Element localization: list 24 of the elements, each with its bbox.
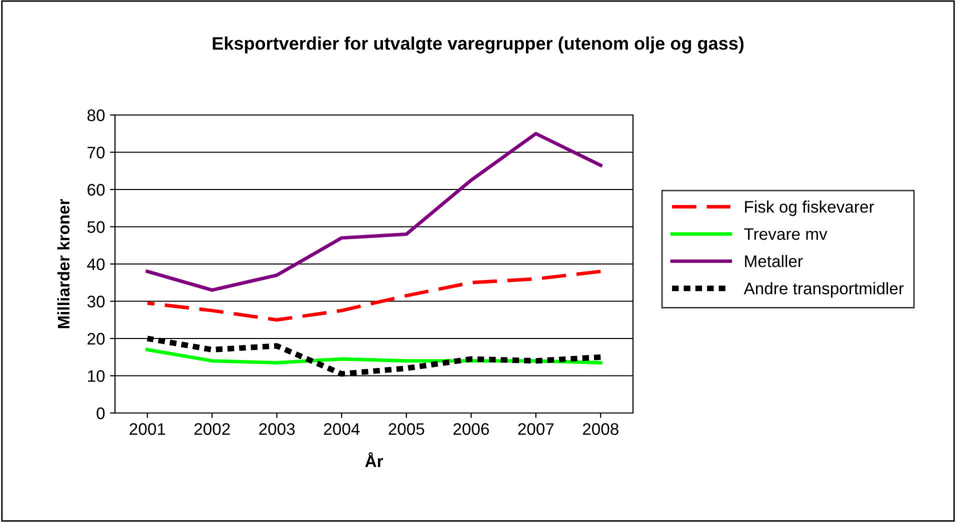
x-axis-title: År xyxy=(365,452,384,468)
x-tick-label: 2006 xyxy=(453,423,489,435)
y-axis-title: Milliarder kroner xyxy=(57,198,70,328)
legend-label: Metaller xyxy=(745,254,803,268)
y-tick-label: 70 xyxy=(88,146,105,158)
y-tick-label: 80 xyxy=(87,109,105,122)
x-tick-label: 2007 xyxy=(518,423,554,435)
y-tick-label: 40 xyxy=(87,258,105,270)
x-tick-label: 2004 xyxy=(324,423,360,435)
y-tick-label: 20 xyxy=(88,332,105,345)
legend-label: Andre transportmidler xyxy=(744,282,904,298)
y-tick-label: 10 xyxy=(88,370,105,382)
legend-label: Trevare mv xyxy=(744,228,828,240)
legend-label: Fisk og fiskevarer xyxy=(745,200,874,216)
y-tick-label: 0 xyxy=(96,407,105,420)
x-tick-label: 2003 xyxy=(259,423,295,435)
y-tick-label: 30 xyxy=(87,296,105,308)
x-tick-label: 2005 xyxy=(388,423,424,435)
y-tick-label: 50 xyxy=(87,221,105,233)
x-tick-label: 2008 xyxy=(582,423,618,435)
x-tick-label: 2002 xyxy=(194,423,230,435)
x-tick-label: 2001 xyxy=(130,423,166,435)
y-tick-label: 60 xyxy=(88,184,105,196)
chart-title: Eksportverdier for utvalgte varegrupper (utenom olje og gass) xyxy=(212,36,744,54)
